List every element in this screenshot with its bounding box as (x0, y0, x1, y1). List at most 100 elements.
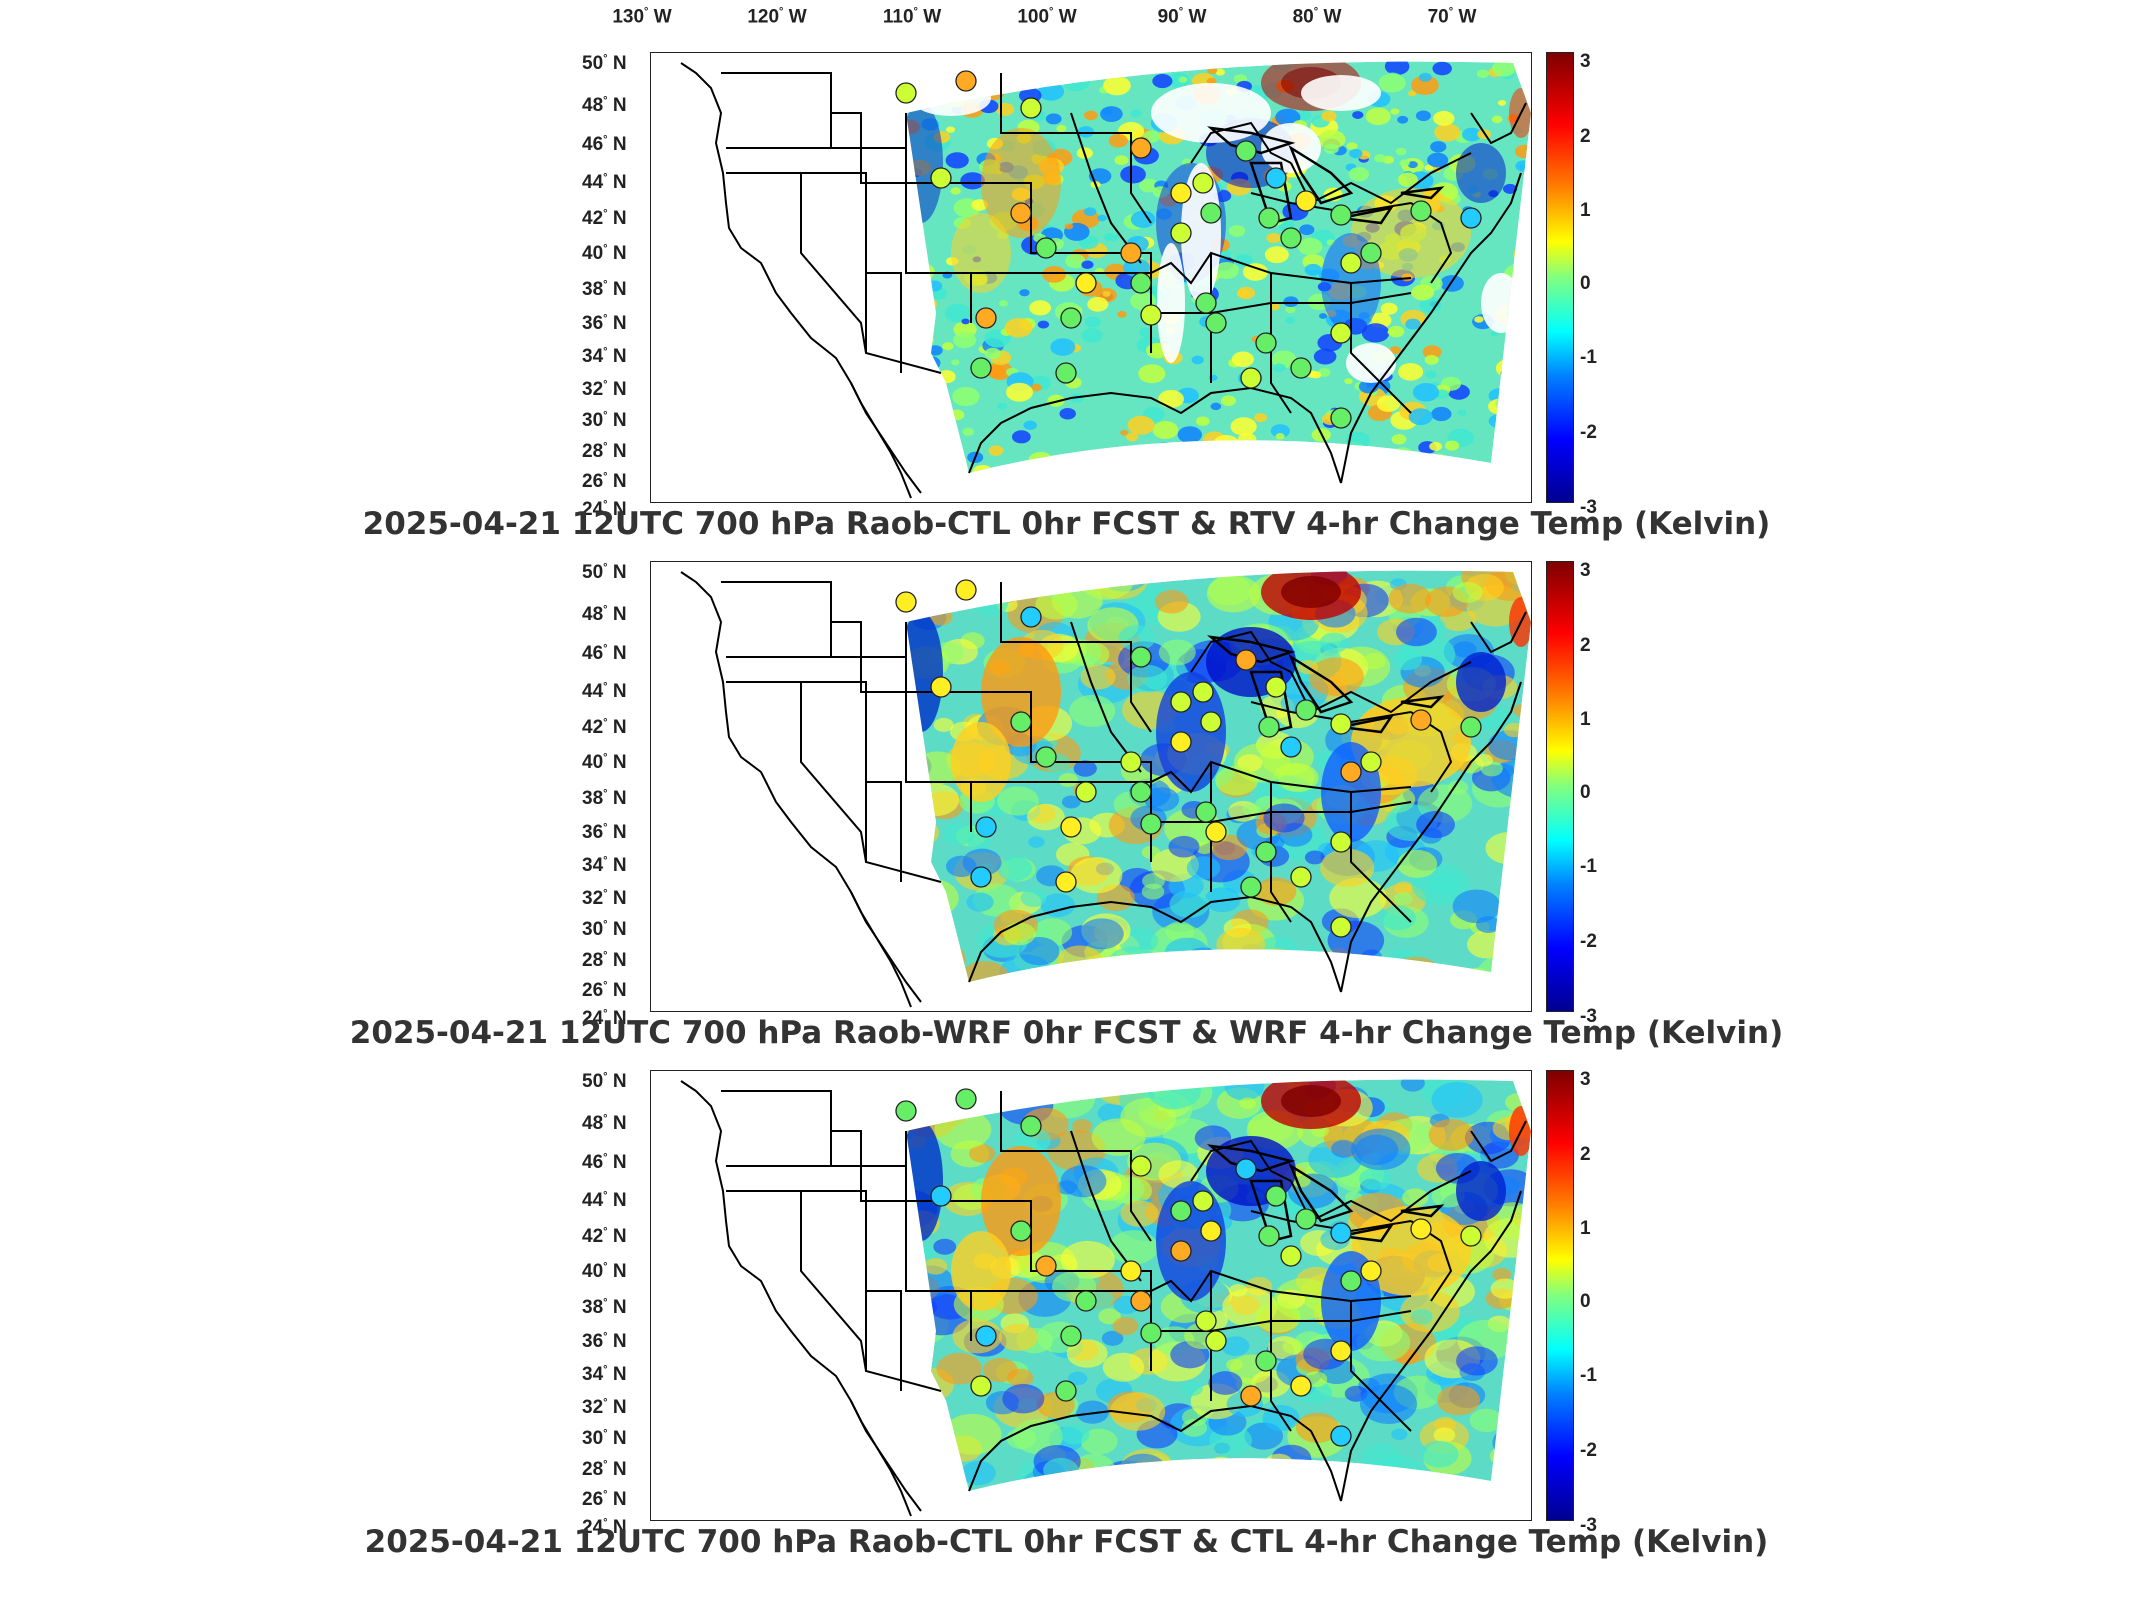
station-marker (895, 1100, 917, 1122)
colorbar-tick: -2 (1580, 422, 1597, 443)
colorbar-tick: -1 (1580, 1365, 1597, 1386)
station-marker (1330, 1425, 1352, 1447)
station-marker (975, 1325, 997, 1347)
lat-label: 44° N (582, 1189, 627, 1212)
lat-label: 42° N (582, 207, 627, 230)
station-marker (1130, 781, 1152, 803)
lat-label: 44° N (582, 680, 627, 703)
colorbar-tick: 0 (1580, 782, 1591, 803)
lat-label: 46° N (582, 642, 627, 665)
lat-label: 42° N (582, 1225, 627, 1248)
station-marker (975, 816, 997, 838)
station-marker (1295, 1208, 1317, 1230)
lat-label: 38° N (582, 787, 627, 810)
colorbar-tick: -2 (1580, 931, 1597, 952)
station-marker (1035, 237, 1057, 259)
station-marker (1200, 202, 1222, 224)
lat-label: 38° N (582, 278, 627, 301)
station-marker (1255, 841, 1277, 863)
colorbar-tick: 0 (1580, 1291, 1591, 1312)
station-marker (970, 1375, 992, 1397)
map-area (650, 561, 1532, 1012)
station-marker (1060, 307, 1082, 329)
lat-label: 40° N (582, 751, 627, 774)
station-marker (1255, 1350, 1277, 1372)
station-marker (1020, 606, 1042, 628)
station-marker (1075, 1290, 1097, 1312)
station-marker (1205, 1330, 1227, 1352)
temperature-field (906, 570, 1531, 983)
station-marker (1055, 362, 1077, 384)
station-marker (1140, 813, 1162, 835)
station-marker (1130, 1290, 1152, 1312)
colorbar-tick: 2 (1580, 635, 1591, 656)
station-marker (1035, 1255, 1057, 1277)
station-marker (1265, 167, 1287, 189)
station-marker (1192, 1190, 1214, 1212)
station-marker (1330, 831, 1352, 853)
station-marker (1010, 202, 1032, 224)
lat-label: 42° N (582, 716, 627, 739)
station-marker (1120, 1260, 1142, 1282)
station-marker (1280, 227, 1302, 249)
station-marker (1205, 312, 1227, 334)
station-marker (1460, 716, 1482, 738)
station-marker (1170, 691, 1192, 713)
lat-label: 50° N (582, 52, 627, 75)
station-marker (1170, 1200, 1192, 1222)
colorbar-tick: 1 (1580, 1218, 1591, 1239)
station-marker (975, 307, 997, 329)
station-marker (1330, 322, 1352, 344)
station-marker (1200, 1220, 1222, 1242)
lon-label: 100° W (1017, 6, 1077, 28)
lat-label: 50° N (582, 561, 627, 584)
station-marker (1170, 1240, 1192, 1262)
lon-label: 90° W (1157, 6, 1207, 28)
station-marker (1140, 304, 1162, 326)
station-marker (1340, 761, 1362, 783)
colorbar-tick: -2 (1580, 1440, 1597, 1461)
lat-label: 24° N (582, 1516, 627, 1539)
station-marker (1290, 357, 1312, 379)
lat-label: 40° N (582, 1260, 627, 1283)
map-panel-ctl: 50° N 48° N 46° N 44° N 42° N 40° N 38° N 36° N… (0, 1069, 2133, 1580)
station-marker (1240, 367, 1262, 389)
station-marker (1330, 1222, 1352, 1244)
colorbar-tick: 1 (1580, 709, 1591, 730)
raob-stations (895, 579, 1482, 938)
station-marker (1130, 272, 1152, 294)
colorbar (1546, 52, 1574, 503)
station-marker (930, 167, 952, 189)
station-marker (1410, 709, 1432, 731)
lat-label: 36° N (582, 1330, 627, 1353)
lat-label: 24° N (582, 1007, 627, 1030)
station-marker (1265, 1185, 1287, 1207)
lat-label: 38° N (582, 1296, 627, 1319)
station-marker (1170, 222, 1192, 244)
station-marker (1330, 916, 1352, 938)
panel-title: 2025-04-21 12UTC 700 hPa Raob-CTL 0hr FC… (364, 1524, 1769, 1560)
colorbar-tick: -3 (1580, 497, 1597, 518)
station-marker (1290, 866, 1312, 888)
lon-label: 130° W (612, 6, 672, 28)
station-marker (1290, 1375, 1312, 1397)
station-marker (1330, 407, 1352, 429)
station-marker (1055, 1380, 1077, 1402)
station-marker (1130, 137, 1152, 159)
station-marker (1075, 272, 1097, 294)
colorbar-tick: 3 (1580, 560, 1591, 581)
station-marker (1410, 200, 1432, 222)
temperature-field (906, 61, 1531, 474)
colorbar-tick: 3 (1580, 51, 1591, 72)
station-marker (1240, 1385, 1262, 1407)
lat-label: 34° N (582, 854, 627, 877)
lon-label: 70° W (1427, 6, 1477, 28)
temperature-field (906, 1079, 1531, 1492)
station-marker (1258, 716, 1280, 738)
lat-label: 32° N (582, 1396, 627, 1419)
map-svg (680, 1079, 1531, 1517)
station-marker (970, 357, 992, 379)
lat-label: 48° N (582, 1112, 627, 1135)
station-marker (1192, 681, 1214, 703)
lat-label: 30° N (582, 1427, 627, 1450)
